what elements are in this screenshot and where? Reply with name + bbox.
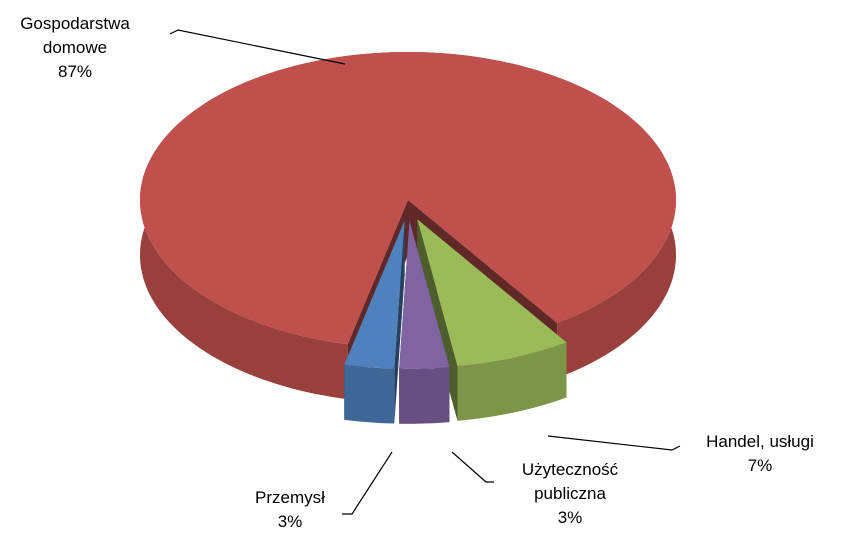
- category-label: Użyteczność publiczna: [521, 460, 619, 503]
- leader-lines: [169, 29, 681, 515]
- slices: [140, 52, 676, 424]
- data-label: Przemysł 3%: [230, 486, 350, 534]
- data-label: Użyteczność publiczna 3%: [505, 458, 635, 530]
- data-label: Handel, usługi 7%: [680, 430, 840, 478]
- category-label: Handel, usługi: [706, 432, 814, 451]
- value-label: 3%: [277, 512, 303, 531]
- value-label: 7%: [747, 456, 773, 475]
- data-label: Gospodarstwa domowe 87%: [0, 12, 155, 84]
- leader-line: [547, 435, 681, 451]
- value-label: 3%: [557, 508, 583, 527]
- leader-line: [451, 451, 494, 483]
- category-label: Gospodarstwa domowe: [20, 14, 130, 57]
- slice-side: [344, 364, 395, 424]
- slice: [344, 220, 405, 369]
- slice-side: [399, 367, 450, 424]
- slice: [399, 220, 450, 369]
- slice-shade: [344, 364, 395, 424]
- leader-line: [342, 451, 393, 515]
- category-label: Przemysł: [255, 488, 325, 507]
- value-label: 87%: [57, 62, 93, 81]
- slice-shade: [399, 367, 450, 424]
- slice: [140, 52, 676, 345]
- slice: [417, 219, 567, 366]
- leader-line: [169, 29, 346, 65]
- slice-shade: [457, 342, 567, 421]
- slice-side: [457, 342, 567, 421]
